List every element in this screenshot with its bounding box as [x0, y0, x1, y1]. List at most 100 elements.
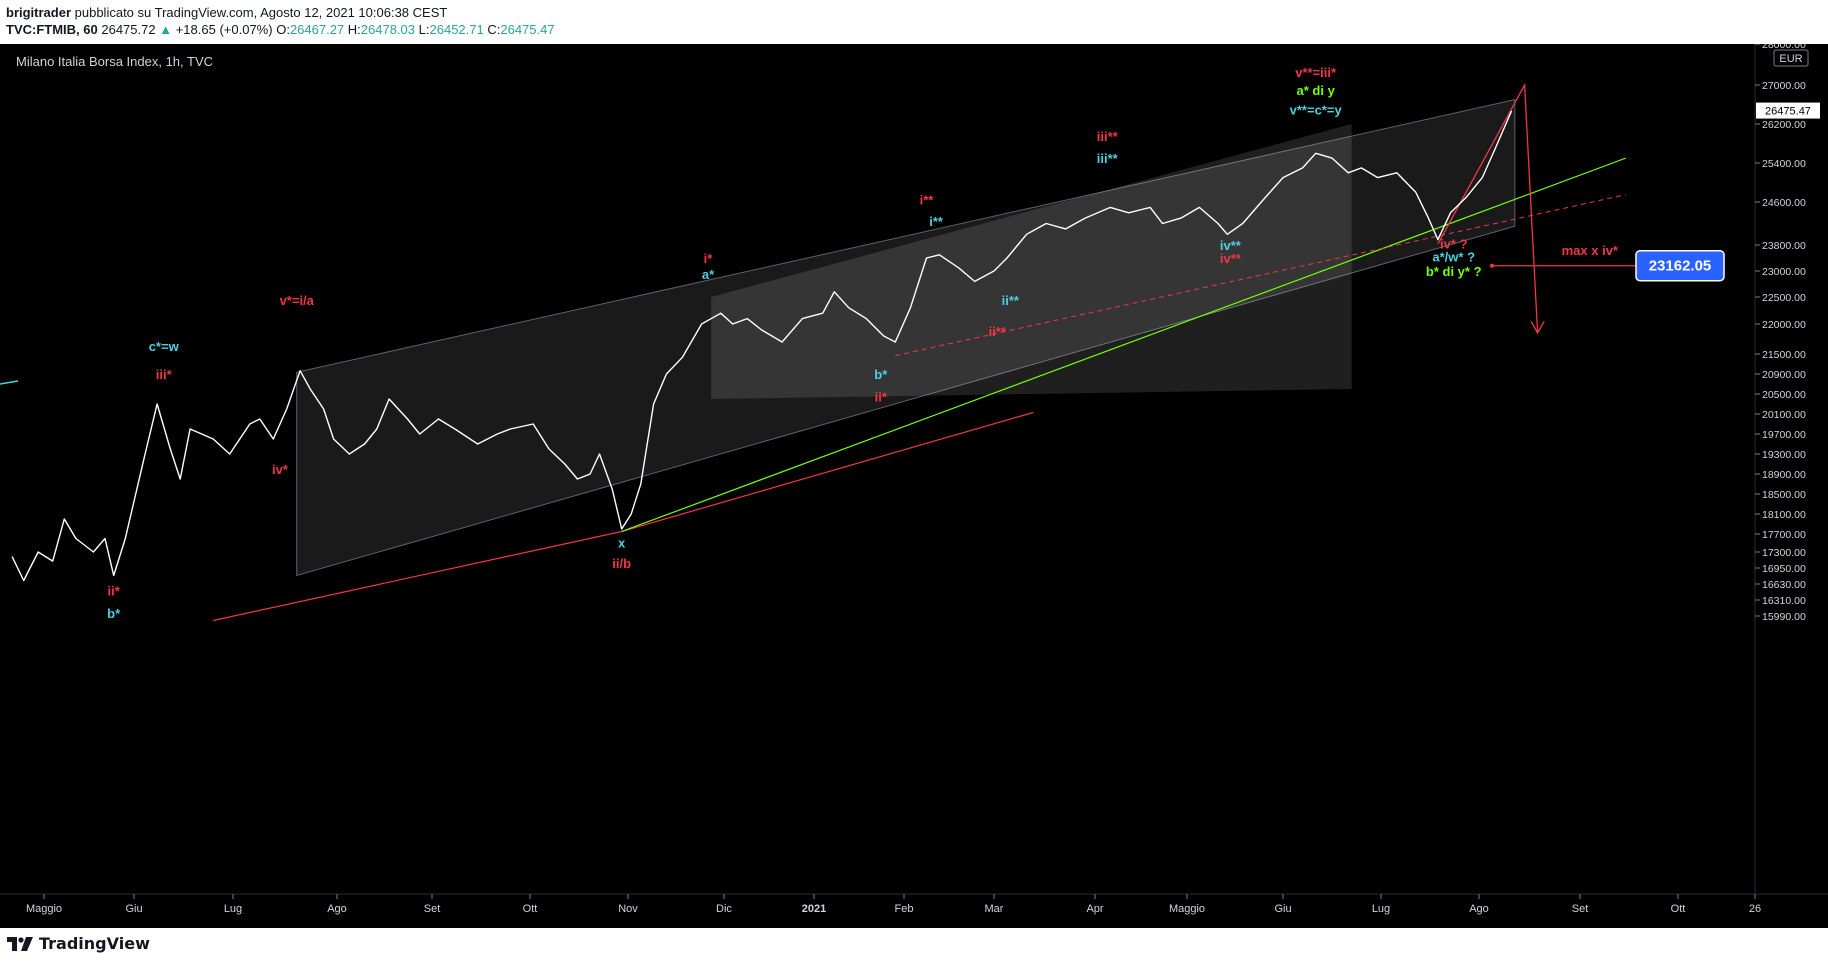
- time-axis[interactable]: Maggio Giu Lug Ago Set Ott Nov Dic 2021 Feb Mar Apr…: [26, 894, 1761, 915]
- price-chart[interactable]: v*=i/a c*=w iii* iv* ii* b* x ii/b i*a* b* ii* i** i…: [0, 44, 1828, 928]
- x-tick-label: Mar: [985, 903, 1004, 915]
- author-name[interactable]: brigitrader: [6, 5, 72, 20]
- x-tick-label: Giu: [125, 903, 142, 915]
- tradingview-logo-icon: [7, 936, 33, 951]
- inner-rectangle: [711, 124, 1352, 399]
- low-value: 26452.71: [429, 22, 484, 37]
- drawing-shapes: [213, 82, 1659, 622]
- wave-label: max x iv*: [1562, 243, 1619, 258]
- wave-label: c*=w: [149, 339, 180, 354]
- y-tick-label: 18900.00: [1762, 469, 1806, 481]
- chart-area[interactable]: v*=i/a c*=w iii* iv* ii* b* x ii/b i* a* b* ii* i** i…: [0, 44, 1828, 928]
- wave-annotations: v*=i/a c*=w iii* iv* ii* b* x ii/b i*a* b* ii* i** i…: [107, 65, 1619, 621]
- y-tick-label: 23800.00: [1762, 240, 1806, 252]
- wave-label: iii**: [1097, 129, 1119, 144]
- x-tick-label: Ott: [523, 903, 538, 915]
- base-red-trendline: [213, 530, 622, 622]
- y-tick-label: 18500.00: [1762, 489, 1806, 501]
- y-tick-label: 16310.00: [1762, 595, 1806, 607]
- wide-channel: [296, 98, 1516, 577]
- dashed-red-line: [895, 194, 1626, 357]
- wave-label: iii**: [1097, 151, 1119, 166]
- wave-label: i*: [704, 251, 714, 266]
- x-tick-label: Set: [424, 903, 441, 915]
- open-value: 26467.27: [289, 22, 345, 37]
- y-tick-label: 28000.00: [1762, 44, 1806, 51]
- currency-badge: EUR: [1773, 49, 1809, 67]
- last-price: 26475.72: [101, 22, 156, 37]
- open-label: O:: [276, 22, 290, 37]
- y-tick-label: 20900.00: [1762, 369, 1806, 381]
- footer-bar: TradingView: [0, 928, 1828, 961]
- x-tick-label: Nov: [618, 903, 638, 915]
- y-tick-label: 22500.00: [1762, 292, 1806, 304]
- y-tick-label: 26200.00: [1762, 119, 1806, 131]
- y-tick-label: 19300.00: [1762, 449, 1806, 461]
- y-tick-label: 15990.00: [1762, 611, 1806, 623]
- wave-label: iv* ?: [1440, 236, 1468, 251]
- wave-label: b*: [874, 367, 888, 382]
- red-support-line: [621, 411, 1034, 533]
- wave-label: ii**: [1002, 293, 1020, 308]
- y-tick-label: 22000.00: [1762, 319, 1806, 331]
- chart-header: brigitrader pubblicato su TradingView.co…: [0, 0, 1828, 44]
- wave-label: x: [618, 536, 626, 551]
- price-series-group: [11, 110, 1513, 582]
- y-tick-label: 19700.00: [1762, 429, 1806, 441]
- ohlc-line: TVC:FTMIB, 60 26475.72 ▲ +18.65 (+0.07%)…: [6, 22, 555, 37]
- x-tick-label: Feb: [895, 903, 914, 915]
- last-price-label: 26475.47: [1765, 106, 1811, 118]
- y-tick-label: 16950.00: [1762, 563, 1806, 575]
- x-tick-label: Giu: [1274, 903, 1291, 915]
- price-change: +18.65 (+0.07%): [175, 22, 273, 37]
- wave-label: iv*: [272, 462, 289, 477]
- wave-label: b* di y* ?: [1426, 264, 1482, 279]
- currency-label: EUR: [1779, 53, 1802, 65]
- wave-label: iii*: [156, 367, 173, 382]
- wave-label: i**: [920, 193, 935, 208]
- y-tick-label: 23000.00: [1762, 266, 1806, 278]
- y-tick-label: 18100.00: [1762, 509, 1806, 521]
- y-tick-label: 16630.00: [1762, 579, 1806, 591]
- wave-label: i**: [929, 214, 944, 229]
- tradingview-logo[interactable]: TradingView: [7, 934, 150, 953]
- close-label: C:: [487, 22, 501, 37]
- wave-label: a*: [702, 267, 715, 282]
- max-level-dot: [1490, 263, 1495, 268]
- x-tick-label: Apr: [1086, 903, 1103, 915]
- y-tick-label: 27000.00: [1762, 80, 1806, 92]
- x-tick-label: Ago: [327, 903, 347, 915]
- x-tick-label: Dic: [716, 903, 732, 915]
- last-price-tag: 26475.47: [1756, 102, 1820, 119]
- x-tick-label: Lug: [224, 903, 242, 915]
- wave-label: b*: [107, 606, 121, 621]
- x-tick-label: Ago: [1469, 903, 1489, 915]
- y-tick-label: 17700.00: [1762, 529, 1806, 541]
- y-tick-label: 25400.00: [1762, 158, 1806, 170]
- x-tick-label: Maggio: [1169, 903, 1205, 915]
- wave-label: iv**: [1220, 251, 1242, 266]
- y-tick-label: 24600.00: [1762, 197, 1806, 209]
- projection-arrowhead: [1530, 320, 1545, 335]
- x-tick-label: Set: [1572, 903, 1589, 915]
- wave-label: v**=iii*: [1295, 65, 1337, 80]
- y-tick-label: 20500.00: [1762, 389, 1806, 401]
- x-tick-label: 2021: [802, 903, 826, 915]
- price-marker-tag[interactable]: 23162.05: [1635, 249, 1725, 282]
- publish-info: pubblicato su TradingView.com, Agosto 12…: [74, 5, 448, 20]
- price-axis[interactable]: 28000.00 27000.00 26200.00 25400.00 24600.00…: [1755, 44, 1806, 623]
- x-tick-label: Maggio: [26, 903, 62, 915]
- wave-label: v*=i/a: [280, 293, 315, 308]
- high-label: H:: [347, 22, 361, 37]
- wave-label: iv**: [1220, 238, 1242, 253]
- marker-price-label: 23162.05: [1649, 258, 1712, 275]
- tradingview-brand: TradingView: [39, 934, 150, 953]
- low-label: L:: [418, 22, 430, 37]
- x-tick-label: Ott: [1671, 903, 1686, 915]
- x-tick-label: 26: [1749, 903, 1761, 915]
- wave-label: ii/b: [612, 556, 631, 571]
- green-trendline: [621, 157, 1626, 533]
- chart-title: Milano Italia Borsa Index, 1h, TVC: [16, 54, 213, 69]
- wave-label: ii**: [989, 324, 1007, 339]
- close-value: 26475.47: [500, 22, 555, 37]
